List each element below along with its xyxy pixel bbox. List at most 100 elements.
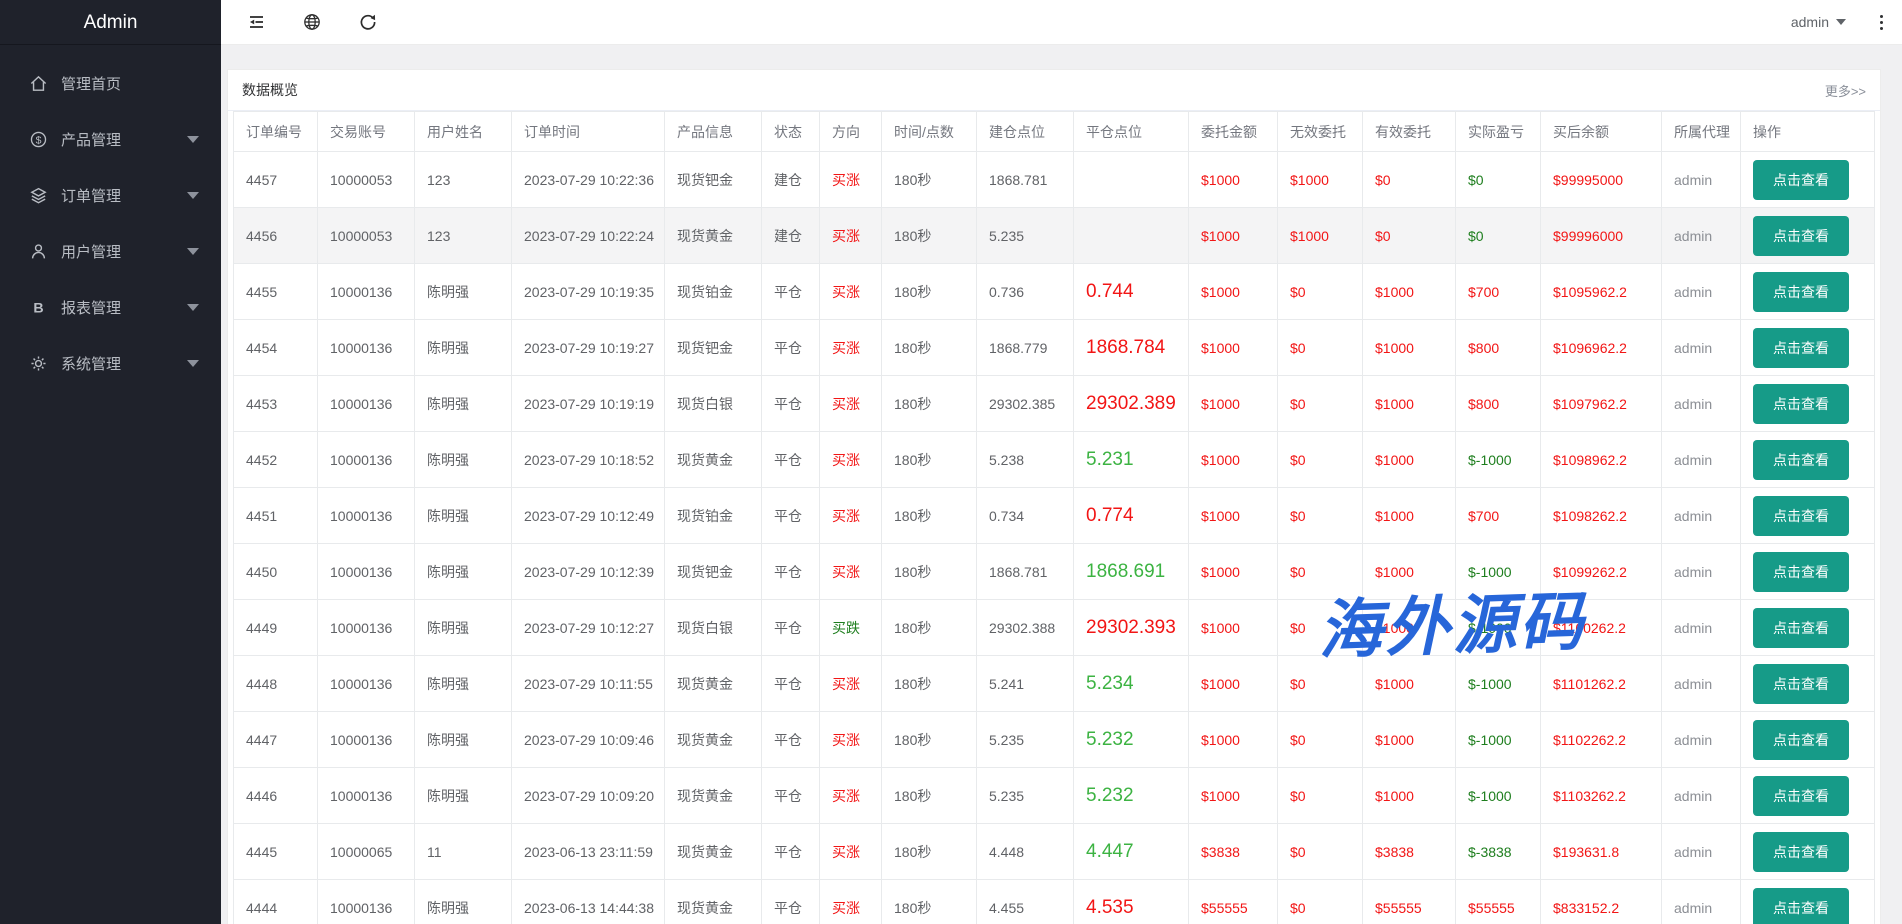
cell-action: 点击查看 (1740, 431, 1875, 488)
cell-profit: $0 (1455, 207, 1541, 264)
view-button[interactable]: 点击查看 (1753, 383, 1849, 424)
view-button[interactable]: 点击查看 (1753, 663, 1849, 704)
cell-product: 现货白银 (664, 375, 762, 432)
chevron-down-icon (187, 247, 199, 255)
cell-action: 点击查看 (1740, 487, 1875, 544)
sidebar-item-home[interactable]: 管理首页 (0, 55, 221, 111)
view-button[interactable]: 点击查看 (1753, 831, 1849, 872)
cell-duration: 180秒 (881, 319, 977, 376)
cell-user-name: 陈明强 (414, 599, 512, 656)
cell-close-price: 5.234 (1073, 655, 1189, 712)
sidebar-item-orders[interactable]: 订单管理 (0, 167, 221, 223)
cell-account: 10000136 (317, 543, 415, 600)
table-row: 4449 10000136 陈明强 2023-07-29 10:12:27 现货白银 平仓… (233, 599, 1875, 656)
fold-menu-icon[interactable] (245, 11, 267, 33)
svg-text:B: B (33, 300, 43, 316)
cell-order-id: 4448 (233, 655, 318, 712)
cell-product: 现货钯金 (664, 319, 762, 376)
cell-action: 点击查看 (1740, 375, 1875, 432)
cell-duration: 180秒 (881, 431, 977, 488)
column-header: 实际盈亏 (1455, 111, 1541, 152)
globe-icon[interactable] (301, 11, 323, 33)
cell-status: 平仓 (761, 431, 820, 488)
cell-invalid: $0 (1277, 823, 1363, 880)
view-button[interactable]: 点击查看 (1753, 327, 1849, 368)
cell-order-id: 4447 (233, 711, 318, 768)
users-icon (28, 241, 48, 261)
sidebar-item-users[interactable]: 用户管理 (0, 223, 221, 279)
sidebar-item-product[interactable]: $ 产品管理 (0, 111, 221, 167)
view-button[interactable]: 点击查看 (1753, 719, 1849, 760)
cell-profit: $800 (1455, 319, 1541, 376)
cell-user-name: 陈明强 (414, 319, 512, 376)
cell-invalid: $0 (1277, 543, 1363, 600)
cell-direction: 买涨 (819, 375, 882, 432)
cell-balance: $1096962.2 (1540, 319, 1662, 376)
cell-order-time: 2023-07-29 10:12:39 (511, 543, 665, 600)
cell-account: 10000065 (317, 823, 415, 880)
refresh-icon[interactable] (357, 11, 379, 33)
view-button[interactable]: 点击查看 (1753, 495, 1849, 536)
column-header: 时间/点数 (881, 111, 977, 152)
svg-text:$: $ (35, 135, 41, 146)
cell-order-id: 4455 (233, 263, 318, 320)
reports-icon: B (28, 297, 48, 317)
cell-close-price: 5.232 (1073, 711, 1189, 768)
cell-valid: $55555 (1362, 879, 1456, 924)
cell-order-time: 2023-07-29 10:11:55 (511, 655, 665, 712)
cell-open-price: 4.448 (976, 823, 1074, 880)
cell-invalid: $0 (1277, 655, 1363, 712)
main-content: 数据概览 更多>> 订单编号 交易账号 用户姓名 订单时间 产品信息 状态 方向 时间/点数建… (221, 45, 1902, 924)
more-link[interactable]: 更多>> (1824, 83, 1866, 99)
cell-direction: 买涨 (819, 543, 882, 600)
cell-direction: 买涨 (819, 767, 882, 824)
cell-status: 平仓 (761, 263, 820, 320)
system-icon (28, 353, 48, 373)
view-button[interactable]: 点击查看 (1753, 439, 1849, 480)
view-button[interactable]: 点击查看 (1753, 775, 1849, 816)
cell-valid: $0 (1362, 207, 1456, 264)
cell-agent: admin (1661, 431, 1741, 488)
cell-order-id: 4445 (233, 823, 318, 880)
sidebar-menu: 管理首页 $ 产品管理订单管理用户管理 B 报表管理 系统管理 (0, 45, 221, 391)
view-button[interactable]: 点击查看 (1753, 551, 1849, 592)
cell-agent: admin (1661, 487, 1741, 544)
column-header: 有效委托 (1362, 111, 1456, 152)
cell-direction: 买涨 (819, 879, 882, 924)
cell-invalid: $0 (1277, 599, 1363, 656)
table-row: 4457 10000053 123 2023-07-29 10:22:36 现货钯金 建仓… (233, 151, 1875, 208)
view-button[interactable]: 点击查看 (1753, 215, 1849, 256)
view-button[interactable]: 点击查看 (1753, 607, 1849, 648)
cell-action: 点击查看 (1740, 879, 1875, 924)
view-button[interactable]: 点击查看 (1753, 887, 1849, 924)
chevron-down-icon (187, 303, 199, 311)
cell-close-price: 29302.389 (1073, 375, 1189, 432)
cell-invalid: $0 (1277, 263, 1363, 320)
cell-action: 点击查看 (1740, 655, 1875, 712)
table-row: 4455 10000136 陈明强 2023-07-29 10:19:35 现货铂金 平仓… (233, 263, 1875, 320)
kebab-menu-icon[interactable] (1872, 11, 1890, 33)
view-button[interactable]: 点击查看 (1753, 159, 1849, 200)
cell-valid: $1000 (1362, 263, 1456, 320)
cell-duration: 180秒 (881, 767, 977, 824)
cell-agent: admin (1661, 879, 1741, 924)
user-dropdown[interactable]: admin (1791, 14, 1846, 30)
table-row: 4448 10000136 陈明强 2023-07-29 10:11:55 现货黄金 平仓… (233, 655, 1875, 712)
sidebar-item-reports[interactable]: B 报表管理 (0, 279, 221, 335)
cell-duration: 180秒 (881, 487, 977, 544)
cell-account: 10000136 (317, 431, 415, 488)
cell-account: 10000136 (317, 487, 415, 544)
cell-action: 点击查看 (1740, 711, 1875, 768)
cell-agent: admin (1661, 207, 1741, 264)
sidebar-item-system[interactable]: 系统管理 (0, 335, 221, 391)
cell-user-name: 陈明强 (414, 263, 512, 320)
view-button[interactable]: 点击查看 (1753, 271, 1849, 312)
cell-open-price: 1868.781 (976, 543, 1074, 600)
cell-balance: $1099262.2 (1540, 543, 1662, 600)
cell-amount: $1000 (1188, 487, 1278, 544)
cell-order-time: 2023-07-29 10:09:20 (511, 767, 665, 824)
cell-order-id: 4456 (233, 207, 318, 264)
column-header: 订单编号 (233, 111, 318, 152)
sidebar-item-label: 订单管理 (61, 187, 122, 205)
cell-user-name: 陈明强 (414, 431, 512, 488)
